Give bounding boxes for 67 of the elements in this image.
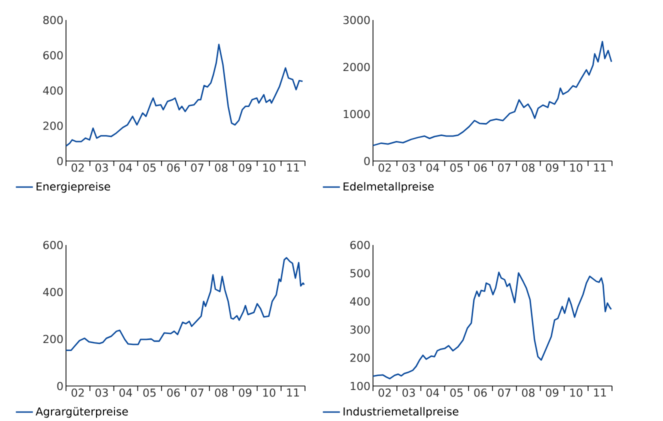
- x-tick-label: 02: [72, 164, 84, 172]
- legend-label: Energiepreise: [36, 182, 110, 193]
- x-tick-label: 05: [143, 388, 156, 397]
- x-tick-label: 11: [287, 164, 299, 172]
- x-tick-label: 09: [238, 388, 252, 397]
- x-tick-label: 07: [191, 164, 204, 172]
- x-tick-label: 08: [522, 164, 535, 172]
- y-tick-label: 200: [350, 354, 370, 362]
- x-tick-label: 10: [570, 388, 582, 397]
- x-tick-label: 08: [215, 164, 228, 172]
- x-tick-label: 07: [498, 164, 510, 172]
- y-tick-label: 500: [350, 269, 370, 278]
- y-tick-label: 800: [43, 16, 63, 24]
- x-tick-label: 07: [191, 388, 204, 397]
- line-series: [65, 256, 305, 351]
- y-tick-label: 0: [57, 382, 63, 390]
- x-tick-label: 08: [215, 388, 228, 397]
- line-series: [65, 44, 304, 147]
- x-tick-label: 11: [287, 388, 299, 397]
- y-tick-label: 600: [43, 240, 63, 250]
- y-tick-label: 1000: [344, 110, 370, 118]
- x-tick-label: 06: [474, 388, 487, 397]
- x-tick-label: 09: [238, 164, 252, 172]
- line-series: [372, 272, 612, 380]
- y-tick-label: 400: [43, 288, 63, 296]
- x-tick-label: 03: [402, 388, 415, 397]
- x-tick-label: 09: [546, 164, 558, 172]
- x-tick-label: 05: [143, 164, 156, 172]
- x-tick-label: 11: [594, 164, 606, 172]
- x-tick-label: 05: [450, 388, 463, 397]
- x-tick-label: 10: [263, 388, 276, 397]
- y-tick-label: 400: [43, 86, 63, 95]
- y-tick-label: 0: [57, 156, 63, 166]
- x-tick-label: 06: [474, 164, 487, 172]
- y-tick-label: 2000: [343, 62, 370, 72]
- x-tick-label: 08: [522, 388, 535, 397]
- y-tick-label: 3000: [343, 16, 370, 24]
- y-tick-label: 600: [350, 240, 370, 250]
- y-tick-label: 200: [43, 334, 63, 344]
- y-tick-label: 400: [350, 297, 370, 306]
- x-tick-label: 02: [378, 164, 391, 172]
- x-tick-label: 05: [450, 164, 463, 172]
- x-tick-label: 03: [96, 164, 108, 172]
- x-tick-label: 07: [498, 388, 510, 397]
- x-tick-label: 06: [167, 388, 180, 397]
- x-tick-label: 11: [594, 388, 606, 397]
- x-tick-label: 04: [119, 164, 132, 172]
- x-tick-label: 02: [378, 388, 391, 397]
- x-tick-label: 10: [263, 164, 276, 172]
- x-tick-label: 02: [72, 388, 84, 397]
- x-tick-label: 10: [570, 164, 582, 172]
- y-tick-label: 200: [43, 122, 63, 130]
- legend-label: Edelmetallpreise: [344, 182, 434, 193]
- x-tick-label: 04: [119, 388, 132, 397]
- x-tick-label: 04: [426, 164, 440, 172]
- x-tick-label: 09: [546, 388, 558, 397]
- y-tick-label: 300: [350, 325, 370, 334]
- line-series: [372, 40, 612, 146]
- y-tick-label: 600: [43, 51, 63, 60]
- legend-label: Agrargüterpreise: [36, 407, 128, 418]
- x-tick-label: 03: [96, 388, 108, 397]
- x-tick-label: 06: [167, 164, 180, 172]
- legend-label: Industriemetallpreise: [344, 407, 458, 418]
- y-tick-label: 0: [364, 156, 370, 166]
- x-tick-label: 04: [426, 388, 440, 397]
- x-tick-label: 03: [402, 164, 415, 172]
- y-tick-label: 100: [350, 382, 370, 390]
